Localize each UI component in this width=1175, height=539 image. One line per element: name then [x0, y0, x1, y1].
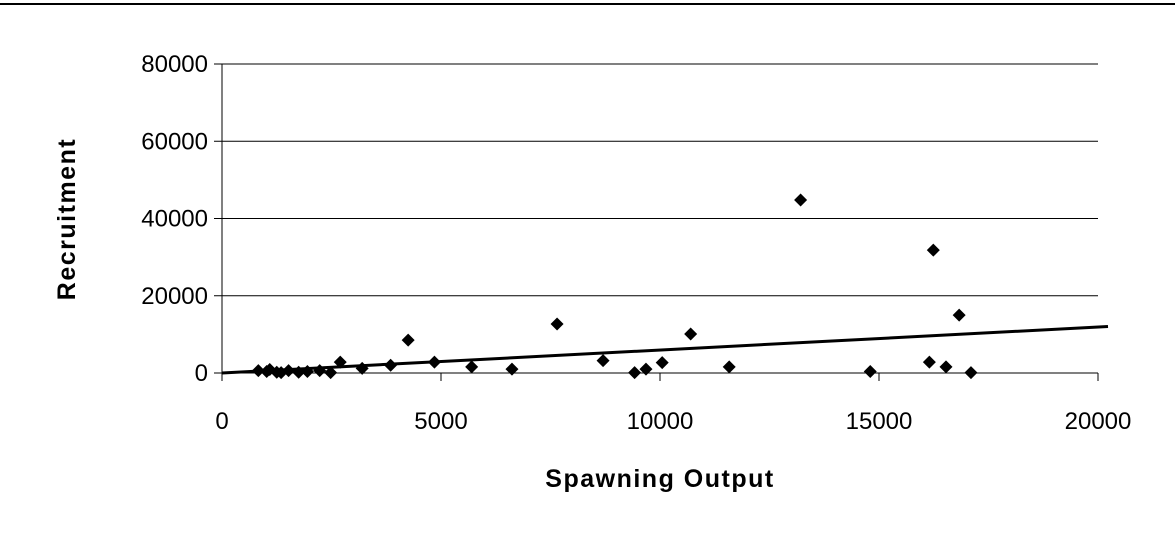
data-point-0-18: [596, 354, 610, 368]
data-point-0-28: [939, 360, 953, 374]
data-point-0-29: [952, 308, 966, 322]
x-tick-label-3: 15000: [846, 408, 913, 435]
data-point-0-8: [313, 364, 327, 378]
data-point-0-30: [964, 366, 978, 380]
data-point-0-6: [292, 365, 306, 379]
data-point-0-5: [282, 364, 296, 378]
data-point-0-14: [427, 355, 441, 369]
y-tick-labels: 0 20000 40000 60000 80000: [141, 51, 208, 387]
data-point-0-17: [550, 317, 564, 331]
data-points: [251, 193, 978, 380]
data-point-0-13: [401, 333, 415, 347]
gridlines: [222, 63, 1098, 297]
top-border-rule: [0, 3, 1175, 5]
data-point-0-16: [505, 362, 519, 376]
data-point-0-7: [300, 364, 314, 378]
y-tick-label-0: 0: [195, 360, 208, 387]
y-tick-label-2: 40000: [141, 206, 208, 233]
x-tick-label-0: 0: [215, 408, 228, 435]
y-tick-label-4: 80000: [141, 51, 208, 78]
trendline: [221, 325, 1109, 375]
data-point-0-0: [251, 364, 265, 378]
data-point-0-15: [465, 360, 479, 374]
data-point-0-12: [384, 358, 398, 372]
data-point-0-25: [863, 364, 877, 378]
data-point-0-9: [324, 366, 338, 380]
data-point-0-27: [926, 243, 940, 257]
data-point-0-23: [722, 360, 736, 374]
data-point-0-24: [794, 193, 808, 207]
y-tick-label-1: 20000: [141, 283, 208, 310]
data-point-0-20: [639, 362, 653, 376]
x-tick-label-2: 10000: [627, 408, 694, 435]
data-point-0-21: [655, 356, 669, 370]
y-tick-label-3: 60000: [141, 128, 208, 155]
data-point-0-26: [922, 355, 936, 369]
x-axis-title: Spawning Output: [545, 465, 774, 493]
x-tick-labels: 0 5000 10000 15000 20000: [215, 408, 1131, 435]
data-point-0-11: [355, 361, 369, 375]
data-point-0-22: [684, 327, 698, 341]
x-tick-label-4: 20000: [1065, 408, 1132, 435]
x-tick-label-1: 5000: [414, 408, 467, 435]
y-axis-title: Recruitment: [53, 138, 81, 300]
axes: [214, 63, 1099, 381]
data-point-0-10: [333, 355, 347, 369]
data-point-0-19: [628, 366, 642, 380]
